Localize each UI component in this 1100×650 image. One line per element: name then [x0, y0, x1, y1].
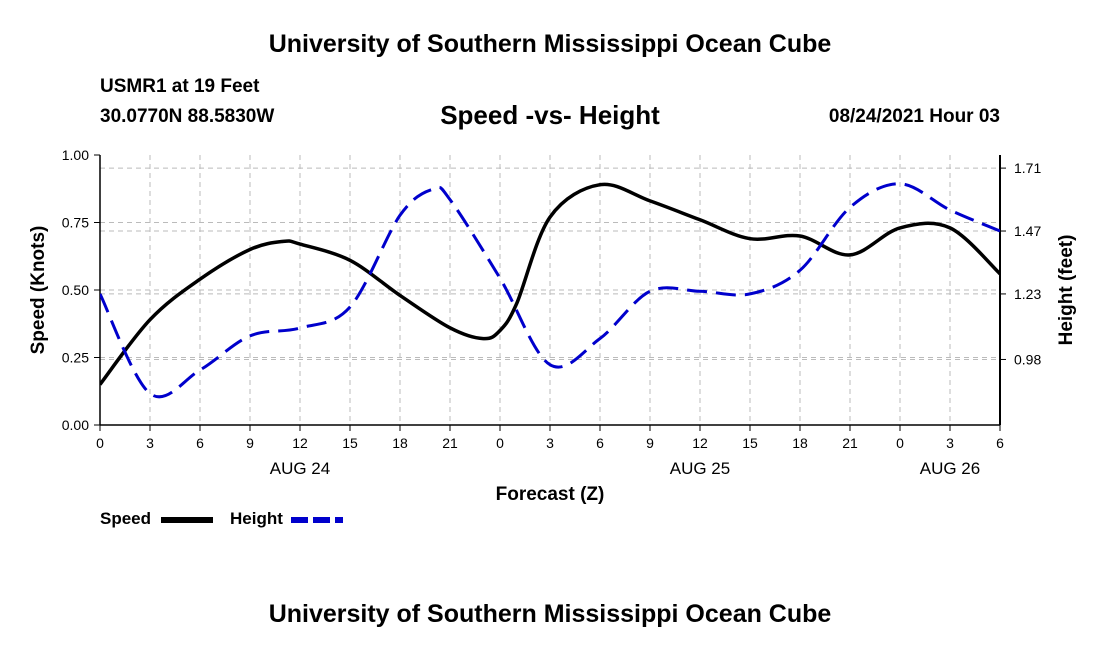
- x-tick-label: 9: [246, 435, 254, 451]
- x-date-label: AUG 25: [670, 459, 730, 478]
- chart-bottom-title: University of Southern Mississippi Ocean…: [268, 600, 832, 628]
- legend-speed-label: Speed: [100, 509, 152, 528]
- chart-subtitle: Speed -vs- Height: [440, 100, 660, 130]
- x-tick-label: 15: [742, 435, 758, 451]
- x-axis-title: Forecast (Z): [496, 484, 605, 505]
- station-label: USMR1 at 19 Feet: [100, 76, 260, 97]
- station-coordinates: 30.0770N 88.5830W: [100, 106, 275, 127]
- y-axis-title: Speed (Knots): [28, 226, 49, 355]
- x-date-label: AUG 26: [920, 459, 980, 478]
- chart-top-title: University of Southern Mississippi Ocean…: [268, 30, 832, 58]
- x-tick-label: 0: [896, 435, 904, 451]
- x-tick-label: 18: [392, 435, 408, 451]
- y2-axis-title: Height (feet): [1056, 235, 1077, 346]
- x-tick-label: 12: [692, 435, 708, 451]
- x-tick-label: 3: [946, 435, 954, 451]
- y2-tick-label: 1.71: [1014, 160, 1041, 176]
- x-tick-label: 12: [292, 435, 308, 451]
- y-tick-label: 0.75: [62, 215, 89, 231]
- speed-series-line: [100, 182, 1000, 386]
- x-tick-label: 21: [442, 435, 458, 451]
- x-tick-label: 0: [496, 435, 504, 451]
- x-tick-label: 3: [146, 435, 154, 451]
- x-tick-label: 3: [546, 435, 554, 451]
- y2-tick-label: 1.47: [1014, 223, 1041, 239]
- x-tick-label: 18: [792, 435, 808, 451]
- x-tick-label: 6: [596, 435, 604, 451]
- x-tick-label: 6: [196, 435, 204, 451]
- y-tick-label: 0.25: [62, 350, 89, 366]
- x-tick-label: 21: [842, 435, 858, 451]
- x-date-label: AUG 24: [270, 459, 330, 478]
- height-series-line: [100, 182, 1000, 399]
- forecast-datetime: 08/24/2021 Hour 03: [828, 106, 1000, 127]
- y-tick-label: 0.00: [62, 417, 89, 433]
- x-tick-label: 9: [646, 435, 654, 451]
- legend-height-label: Height: [230, 509, 283, 528]
- x-tick-label: 6: [996, 435, 1004, 451]
- y2-tick-label: 1.23: [1014, 286, 1041, 302]
- x-tick-label: 15: [342, 435, 358, 451]
- y-tick-label: 0.50: [62, 282, 89, 298]
- x-tick-label: 0: [96, 435, 104, 451]
- y-tick-label: 1.00: [62, 147, 89, 163]
- y2-tick-label: 0.98: [1014, 351, 1041, 367]
